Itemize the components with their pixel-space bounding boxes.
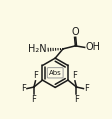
Text: O: O — [71, 27, 78, 37]
Text: H₂N: H₂N — [28, 44, 46, 54]
Text: Abs: Abs — [48, 70, 61, 76]
Text: F: F — [83, 84, 88, 93]
Text: F: F — [21, 84, 26, 93]
Text: OH: OH — [85, 42, 100, 52]
Text: F: F — [33, 71, 38, 80]
Text: F: F — [72, 71, 77, 80]
FancyBboxPatch shape — [47, 68, 62, 78]
Text: F: F — [31, 95, 36, 104]
Text: F: F — [73, 95, 78, 104]
